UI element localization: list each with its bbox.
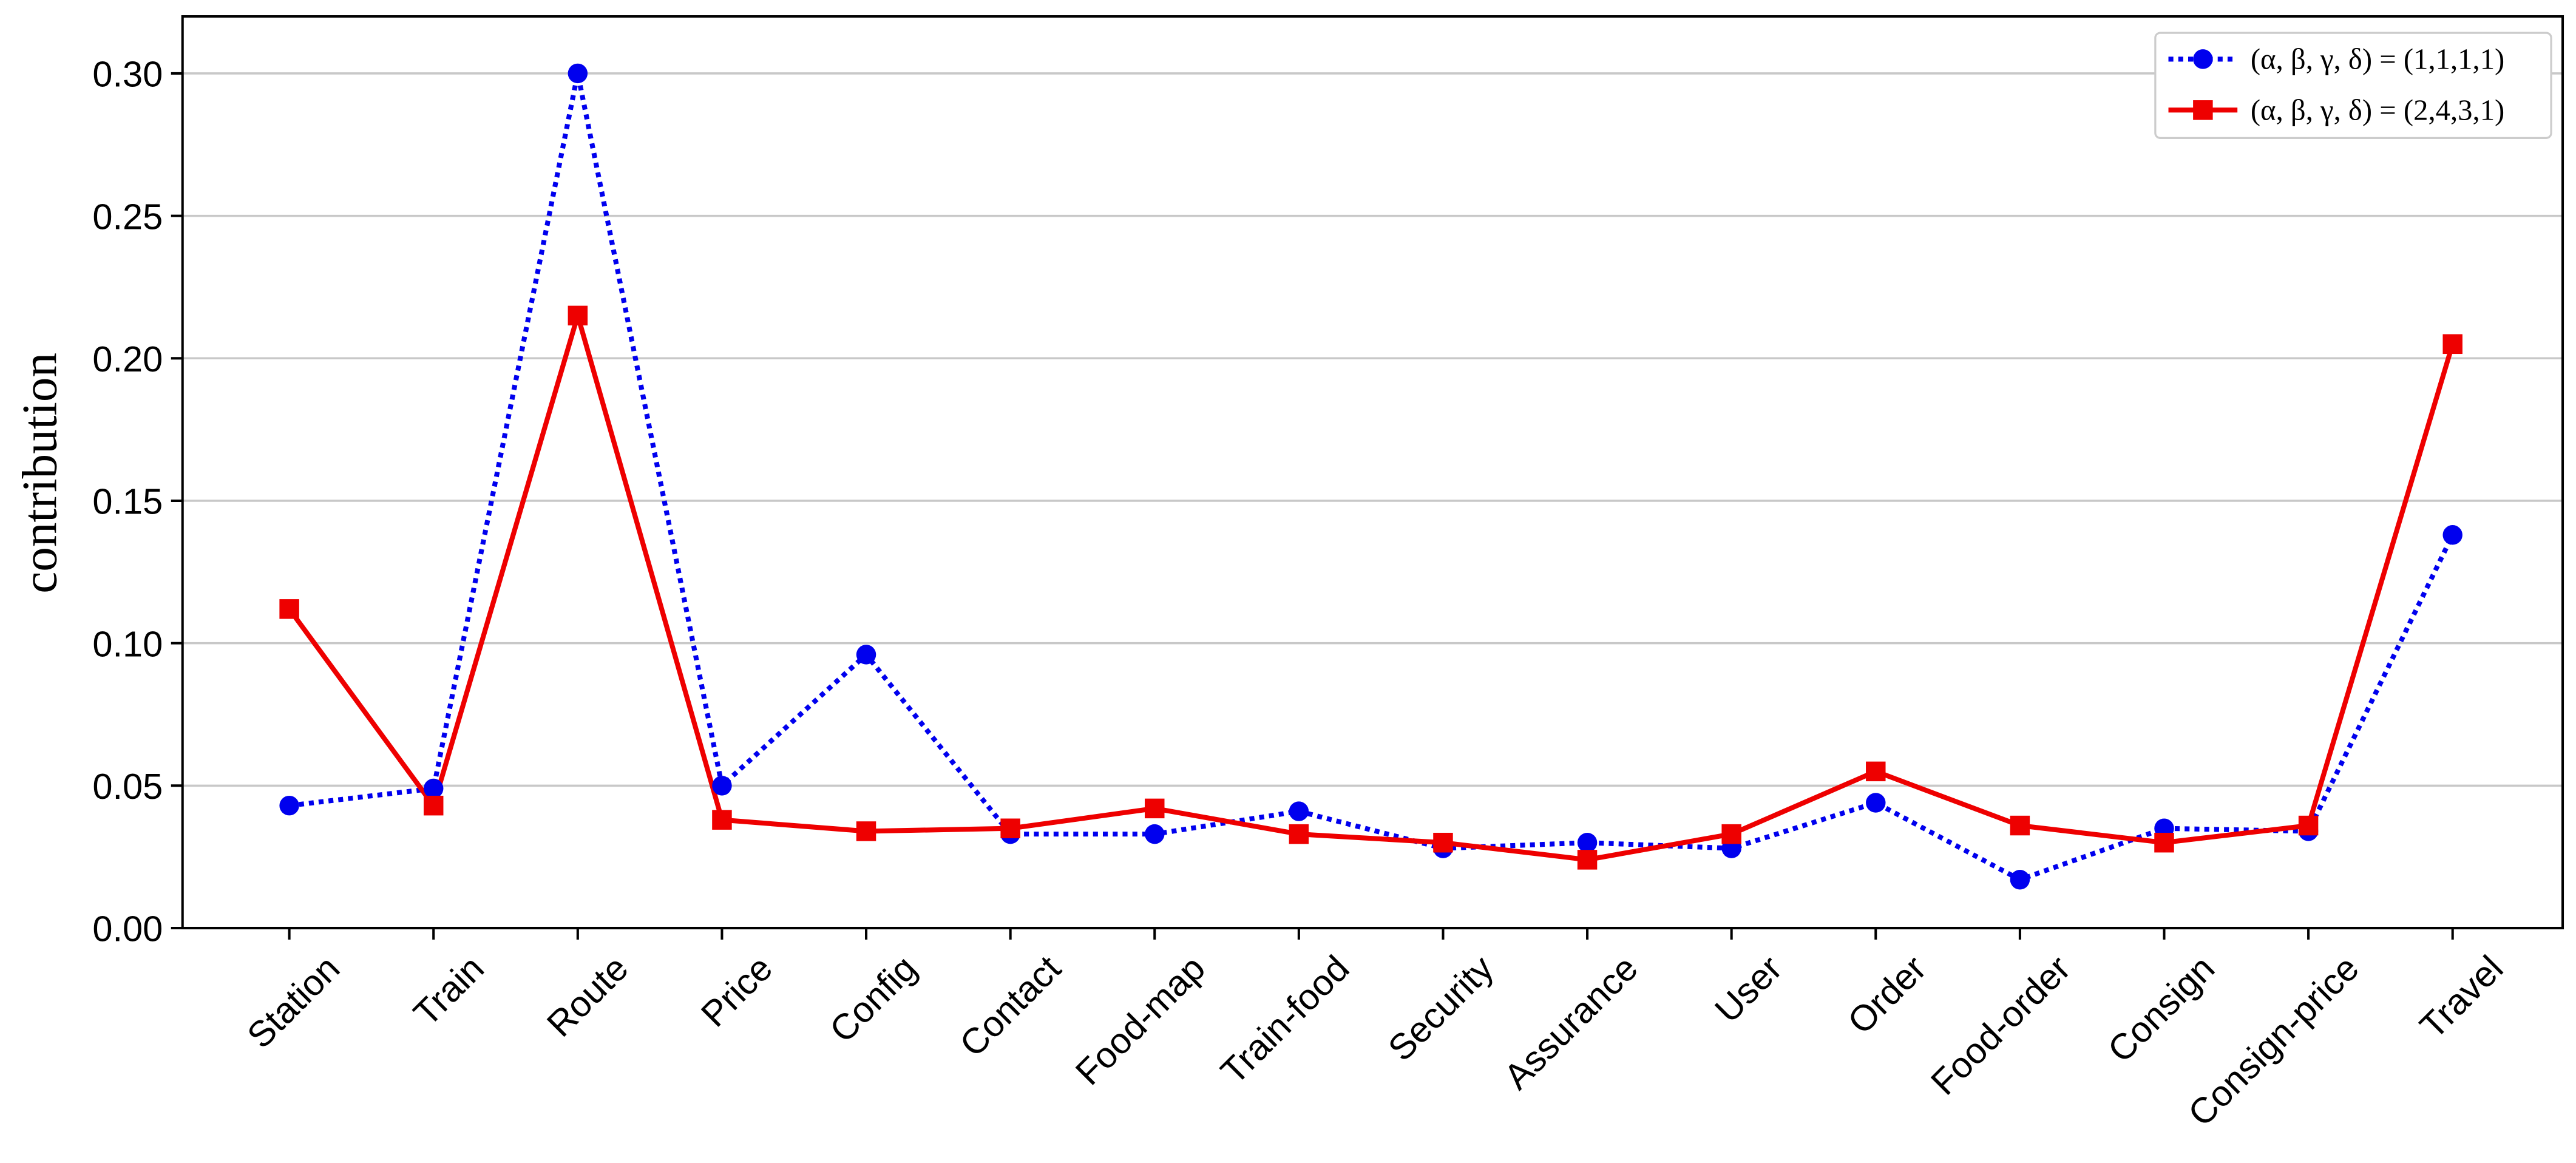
- marker: [712, 776, 732, 796]
- marker: [1433, 832, 1453, 853]
- legend-label: (α, β, γ, δ) = (2,4,3,1): [2251, 94, 2504, 127]
- marker: [1577, 850, 1598, 870]
- marker: [2442, 525, 2462, 545]
- marker: [1866, 761, 1886, 782]
- marker: [423, 795, 444, 816]
- series-line: [287, 307, 2455, 863]
- legend-box: [2154, 32, 2552, 139]
- marker: [712, 810, 732, 830]
- legend-label: (α, β, γ, δ) = (1,1,1,1): [2251, 43, 2504, 76]
- y-tick-label: 0.30: [92, 54, 163, 95]
- marker: [2154, 832, 2174, 853]
- marker: [2442, 334, 2462, 354]
- marker: [423, 778, 444, 799]
- marker: [279, 795, 299, 816]
- marker: [1866, 793, 1886, 813]
- marker: [856, 821, 876, 841]
- marker: [1145, 824, 1165, 844]
- marker: [856, 645, 876, 665]
- legend-marker: [2193, 49, 2213, 69]
- plot-frame: [181, 15, 2564, 930]
- y-tick-label: 0.25: [92, 196, 163, 237]
- marker: [1289, 824, 1309, 844]
- marker: [1577, 832, 1598, 853]
- y-tick-label: 0.00: [92, 909, 163, 949]
- marker: [1721, 824, 1741, 844]
- marker: [2010, 869, 2030, 890]
- y-tick-label: 0.05: [92, 766, 163, 807]
- marker: [568, 305, 588, 326]
- y-tick-label: 0.20: [92, 339, 163, 379]
- marker: [279, 599, 299, 619]
- legend-marker: [2193, 100, 2213, 120]
- marker: [1289, 801, 1309, 821]
- series-line: [289, 73, 2455, 883]
- y-tick-label: 0.15: [92, 481, 163, 522]
- marker: [2298, 815, 2319, 836]
- marker: [2010, 815, 2030, 836]
- y-tick-label: 0.10: [92, 623, 163, 664]
- marker: [1000, 818, 1020, 838]
- marker: [1145, 798, 1165, 819]
- marker: [568, 63, 588, 84]
- y-axis-label: contribution: [12, 353, 67, 594]
